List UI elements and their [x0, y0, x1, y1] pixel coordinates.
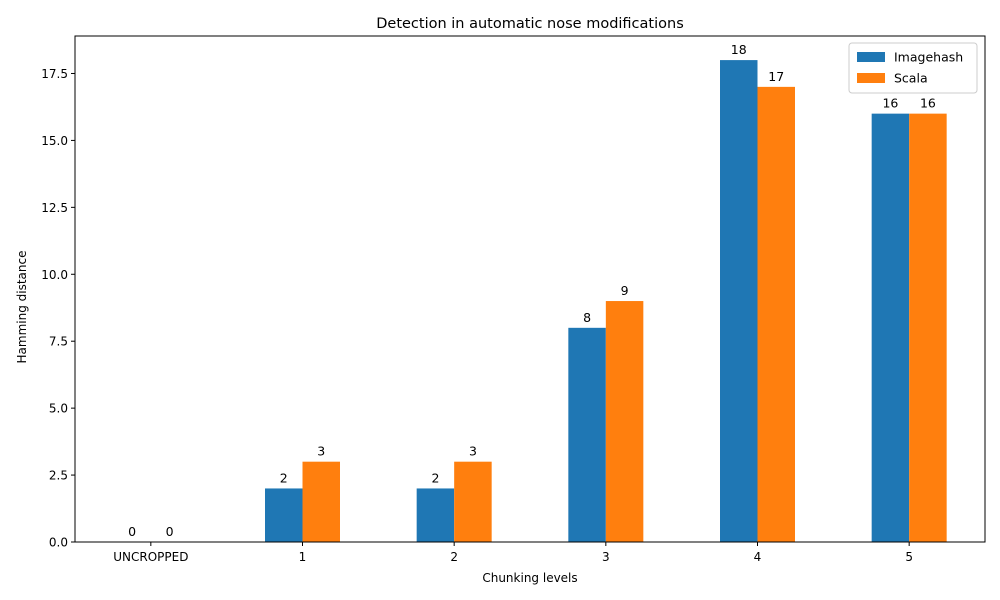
y-tick-label: 2.5: [49, 469, 68, 483]
y-tick-label: 0.0: [49, 536, 68, 550]
x-tick-label: 1: [299, 550, 307, 564]
bar-imagehash: [871, 113, 910, 543]
x-tick-label: 4: [754, 550, 762, 564]
legend-swatch-imagehash: [857, 52, 885, 62]
x-axis: UNCROPPED 1 2 3 4 5: [113, 542, 913, 564]
data-label-imagehash: 2: [431, 470, 439, 485]
x-tick-label: 3: [602, 550, 610, 564]
data-label-imagehash: 0: [128, 524, 136, 539]
data-label-scala: 3: [469, 444, 477, 459]
y-axis-label: Hamming distance: [15, 251, 29, 364]
x-tick-label: 2: [450, 550, 458, 564]
plot-frame: [74, 35, 986, 543]
y-tick-label: 15.0: [41, 134, 68, 148]
y-tick-label: 17.5: [41, 67, 68, 81]
bar-scala: [302, 461, 340, 542]
bar-imagehash: [265, 488, 303, 542]
x-tick-label: 5: [905, 550, 913, 564]
data-label-scala: 9: [621, 283, 629, 298]
legend-label-imagehash: Imagehash: [894, 50, 963, 65]
data-label-scala: 3: [317, 444, 325, 459]
bar-imagehash: [568, 327, 606, 542]
data-label-imagehash: 16: [882, 96, 898, 111]
data-label-imagehash: 2: [280, 470, 288, 485]
x-tick-label: UNCROPPED: [113, 550, 188, 564]
bar-imagehash: [416, 488, 455, 542]
bar-scala: [757, 86, 795, 542]
y-tick-label: 7.5: [49, 335, 68, 349]
y-tick-label: 10.0: [41, 268, 68, 282]
bars-group: [265, 60, 947, 543]
data-labels-group: 0 0 2 3 2 3 8 9 18 17 16 16: [128, 42, 936, 539]
legend: Imagehash Scala: [848, 42, 978, 94]
y-axis: 0.0 2.5 5.0 7.5 10.0 12.5 15.0 17.5: [41, 67, 75, 550]
data-label-scala: 16: [920, 96, 936, 111]
y-tick-label: 5.0: [49, 402, 68, 416]
bar-imagehash: [720, 60, 758, 542]
data-label-imagehash: 18: [731, 42, 747, 57]
bar-scala: [605, 301, 644, 542]
legend-swatch-scala: [857, 73, 885, 83]
x-axis-label: Chunking levels: [482, 571, 577, 585]
data-label-scala: 17: [768, 69, 784, 84]
bar-scala: [454, 461, 492, 542]
data-label-imagehash: 8: [583, 310, 591, 325]
y-tick-label: 12.5: [41, 201, 68, 215]
legend-label-scala: Scala: [894, 71, 928, 86]
chart-title: Detection in automatic nose modification…: [376, 16, 684, 32]
bar-scala: [909, 113, 947, 543]
data-label-scala: 0: [166, 524, 174, 539]
